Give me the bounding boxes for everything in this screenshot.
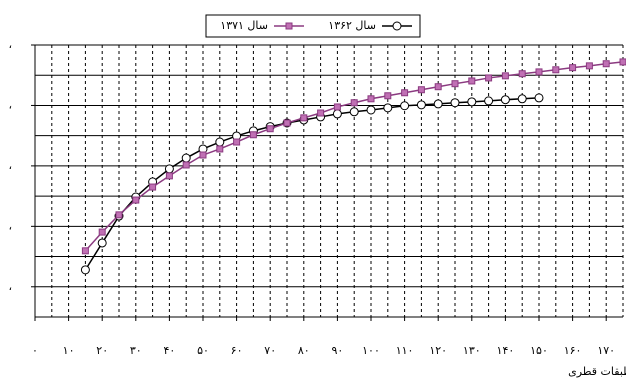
y-tick-label: ، <box>8 159 12 172</box>
x-tick-label: ۷۰ <box>264 344 276 357</box>
legend-marker <box>285 22 293 30</box>
x-tick-label: ۹۰ <box>331 344 343 357</box>
marker <box>216 145 224 153</box>
marker <box>500 95 510 105</box>
marker <box>468 77 476 85</box>
marker <box>450 98 460 108</box>
marker <box>569 64 577 72</box>
x-tick-label: ۱۶۰ <box>564 344 582 357</box>
marker <box>484 96 494 106</box>
marker <box>535 68 543 76</box>
marker <box>165 172 173 180</box>
x-tick-label: ۱۴۰ <box>497 344 515 357</box>
x-tick-label: ۱۲۰ <box>429 344 447 357</box>
marker <box>501 72 509 80</box>
marker <box>181 153 191 163</box>
marker <box>80 265 90 275</box>
marker <box>149 183 157 191</box>
marker <box>249 131 257 139</box>
y-tick-label: ، <box>8 219 12 232</box>
marker <box>619 58 626 66</box>
y-tick-label: ، <box>8 38 12 51</box>
x-tick-label: ۶۰ <box>231 344 243 357</box>
marker <box>332 109 342 119</box>
marker <box>164 164 174 174</box>
legend-box <box>205 14 421 38</box>
legend-label: سال ۱۳۶۲ <box>328 19 376 32</box>
marker <box>400 101 410 111</box>
x-tick-label: ۲۰ <box>96 344 108 357</box>
marker <box>132 196 140 204</box>
series-line <box>84 61 624 252</box>
marker <box>451 80 459 88</box>
marker <box>433 99 443 109</box>
legend-marker <box>392 21 402 31</box>
x-axis-title: طبقات قطری <box>568 365 626 378</box>
marker <box>485 74 493 82</box>
marker <box>81 247 89 255</box>
marker <box>534 93 544 103</box>
marker <box>417 86 425 94</box>
series-line <box>84 97 540 271</box>
marker <box>233 138 241 146</box>
legend-label: سال ۱۳۷۱ <box>220 19 268 32</box>
marker <box>199 151 207 159</box>
marker <box>98 228 106 236</box>
marker <box>416 100 426 110</box>
x-tick-label: ۱۱۰ <box>396 344 414 357</box>
x-tick-label: ۱۳۰ <box>463 344 481 357</box>
marker <box>283 119 291 127</box>
marker <box>401 89 409 97</box>
marker <box>552 66 560 74</box>
marker <box>518 70 526 78</box>
x-tick-label: ۱۰۰ <box>362 344 380 357</box>
marker <box>115 211 123 219</box>
marker <box>383 103 393 113</box>
marker <box>266 125 274 133</box>
marker <box>384 92 392 100</box>
marker <box>517 94 527 104</box>
y-tick-label: ، <box>8 98 12 111</box>
x-tick-label: ۴۰ <box>163 344 175 357</box>
marker <box>182 161 190 169</box>
x-tick-label: ۱۵۰ <box>530 344 548 357</box>
marker <box>367 95 375 103</box>
marker <box>215 137 225 147</box>
x-tick-label: ۳۰ <box>130 344 142 357</box>
marker <box>585 62 593 70</box>
marker <box>350 99 358 107</box>
y-tick-label: ، <box>8 280 12 293</box>
marker <box>317 109 325 117</box>
marker <box>602 60 610 68</box>
x-tick-label: ۱۷۰ <box>597 344 615 357</box>
marker <box>349 107 359 117</box>
marker <box>333 103 341 111</box>
marker <box>366 105 376 115</box>
x-tick-label: ۱۰ <box>63 344 75 357</box>
marker <box>467 97 477 107</box>
x-tick-label: ۸۰ <box>298 344 310 357</box>
marker <box>434 83 442 91</box>
x-tick-label: ٠ <box>32 344 38 357</box>
marker <box>97 238 107 248</box>
x-tick-label: ۵۰ <box>197 344 209 357</box>
marker <box>300 114 308 122</box>
